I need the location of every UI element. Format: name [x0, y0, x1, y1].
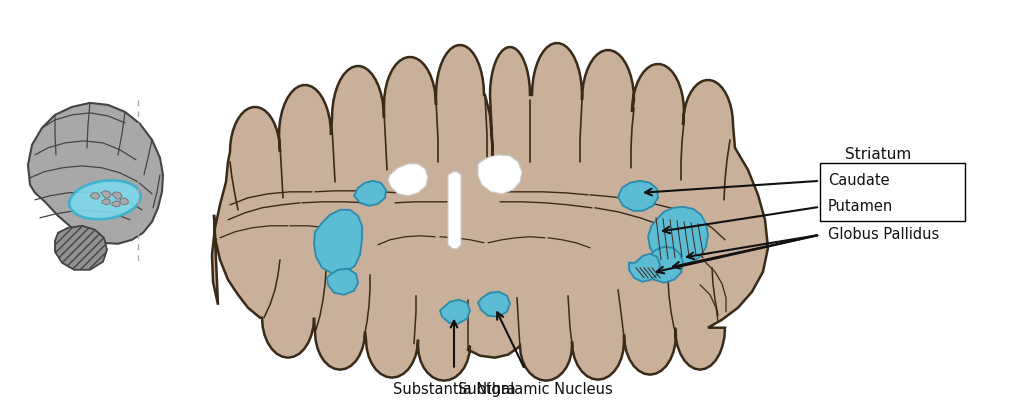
Polygon shape	[102, 199, 110, 205]
Polygon shape	[645, 247, 683, 283]
Polygon shape	[212, 43, 768, 381]
Text: Globus Pallidus: Globus Pallidus	[828, 227, 939, 242]
Polygon shape	[112, 192, 122, 199]
Polygon shape	[112, 201, 120, 207]
Polygon shape	[120, 198, 128, 205]
Polygon shape	[440, 300, 470, 324]
Polygon shape	[101, 191, 111, 198]
Polygon shape	[449, 172, 461, 249]
Polygon shape	[28, 103, 163, 244]
Polygon shape	[478, 292, 510, 317]
Text: Caudate: Caudate	[828, 173, 890, 188]
Text: Subthalamic Nucleus: Subthalamic Nucleus	[458, 382, 612, 397]
Polygon shape	[314, 210, 362, 274]
Polygon shape	[648, 207, 708, 267]
Polygon shape	[388, 164, 428, 196]
Polygon shape	[629, 254, 660, 282]
Polygon shape	[478, 155, 522, 194]
Polygon shape	[618, 181, 658, 211]
Polygon shape	[55, 226, 106, 270]
Polygon shape	[327, 269, 358, 295]
Polygon shape	[354, 181, 386, 206]
Text: Putamen: Putamen	[828, 199, 893, 214]
FancyBboxPatch shape	[820, 163, 965, 221]
Polygon shape	[90, 193, 100, 199]
Text: Striatum: Striatum	[845, 147, 911, 162]
Ellipse shape	[70, 180, 140, 219]
Text: Substantia Nigra: Substantia Nigra	[392, 382, 515, 397]
